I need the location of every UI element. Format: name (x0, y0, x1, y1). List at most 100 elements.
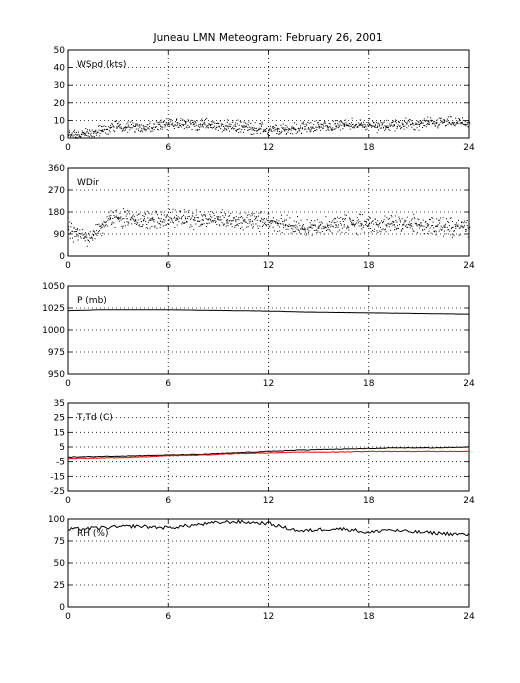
data-point (369, 118, 371, 120)
data-point (232, 217, 234, 219)
data-point (395, 120, 396, 122)
data-point (184, 222, 186, 224)
data-point (211, 126, 213, 128)
data-point (375, 222, 377, 224)
data-point (174, 216, 175, 218)
data-point (143, 127, 145, 129)
data-point (260, 128, 262, 130)
data-point (111, 123, 113, 125)
data-point (195, 122, 197, 124)
data-point (447, 116, 449, 118)
data-point (417, 218, 419, 220)
data-point (225, 125, 227, 127)
data-point (127, 131, 129, 133)
data-point (448, 122, 450, 124)
data-point (439, 222, 440, 224)
data-point (258, 128, 260, 130)
data-point (394, 130, 396, 132)
data-point (329, 230, 331, 232)
data-point (445, 233, 447, 235)
data-point (444, 226, 446, 228)
data-point (143, 215, 145, 217)
data-point (260, 212, 262, 214)
data-point (188, 127, 190, 128)
data-point (95, 224, 97, 226)
data-point (322, 226, 324, 228)
data-point (125, 127, 127, 129)
data-point (434, 230, 436, 232)
data-point (327, 129, 329, 130)
data-point (113, 222, 115, 224)
data-point (441, 229, 442, 231)
data-point (90, 132, 92, 134)
data-point (298, 127, 299, 129)
data-point (238, 223, 240, 224)
data-point (77, 239, 79, 241)
data-point (324, 225, 326, 227)
data-point (233, 217, 235, 219)
data-point (247, 226, 249, 228)
data-point (279, 230, 281, 232)
data-point (82, 228, 84, 230)
data-point (346, 124, 348, 126)
data-point (158, 218, 160, 219)
data-point (133, 219, 135, 221)
data-point (221, 125, 222, 127)
data-point (238, 124, 240, 126)
data-point (429, 219, 431, 220)
data-point (221, 209, 223, 211)
data-point (455, 225, 456, 227)
data-point (262, 221, 264, 223)
data-point (256, 216, 258, 217)
data-point (99, 132, 101, 134)
data-point (323, 122, 325, 124)
data-point (293, 231, 295, 233)
data-point (461, 222, 463, 224)
data-point (356, 217, 358, 219)
data-point (139, 213, 141, 215)
data-point (158, 121, 160, 123)
data-point (224, 125, 226, 127)
data-point (134, 222, 136, 224)
data-point (266, 127, 268, 129)
data-point (393, 125, 395, 127)
data-point (375, 124, 376, 126)
data-point (423, 118, 425, 120)
data-point (85, 132, 87, 134)
data-point (333, 129, 335, 131)
data-point (218, 224, 220, 226)
data-point (328, 123, 330, 124)
data-point (159, 220, 162, 222)
data-point (179, 210, 181, 212)
data-point (353, 126, 355, 128)
data-point (411, 122, 413, 124)
data-point (148, 219, 150, 221)
data-point (416, 123, 418, 125)
data-point (73, 231, 75, 233)
data-point (77, 134, 79, 136)
data-point (394, 119, 396, 121)
data-point (240, 216, 242, 217)
data-point (102, 232, 104, 234)
data-point (290, 129, 292, 131)
data-point (97, 232, 99, 234)
data-point (150, 131, 152, 133)
data-point (108, 126, 110, 128)
data-point (405, 121, 407, 123)
data-point (343, 224, 345, 226)
data-point (177, 122, 179, 124)
data-point (109, 217, 111, 219)
data-point (318, 127, 320, 129)
data-point (254, 130, 256, 132)
data-point (328, 224, 330, 226)
data-point (153, 221, 155, 223)
data-point (93, 132, 95, 134)
data-point (248, 129, 250, 131)
data-point (351, 223, 353, 225)
data-point (346, 227, 348, 229)
data-point (465, 123, 467, 125)
data-point (273, 220, 275, 222)
data-point (301, 128, 303, 130)
data-point (294, 122, 295, 124)
data-point (276, 129, 279, 131)
